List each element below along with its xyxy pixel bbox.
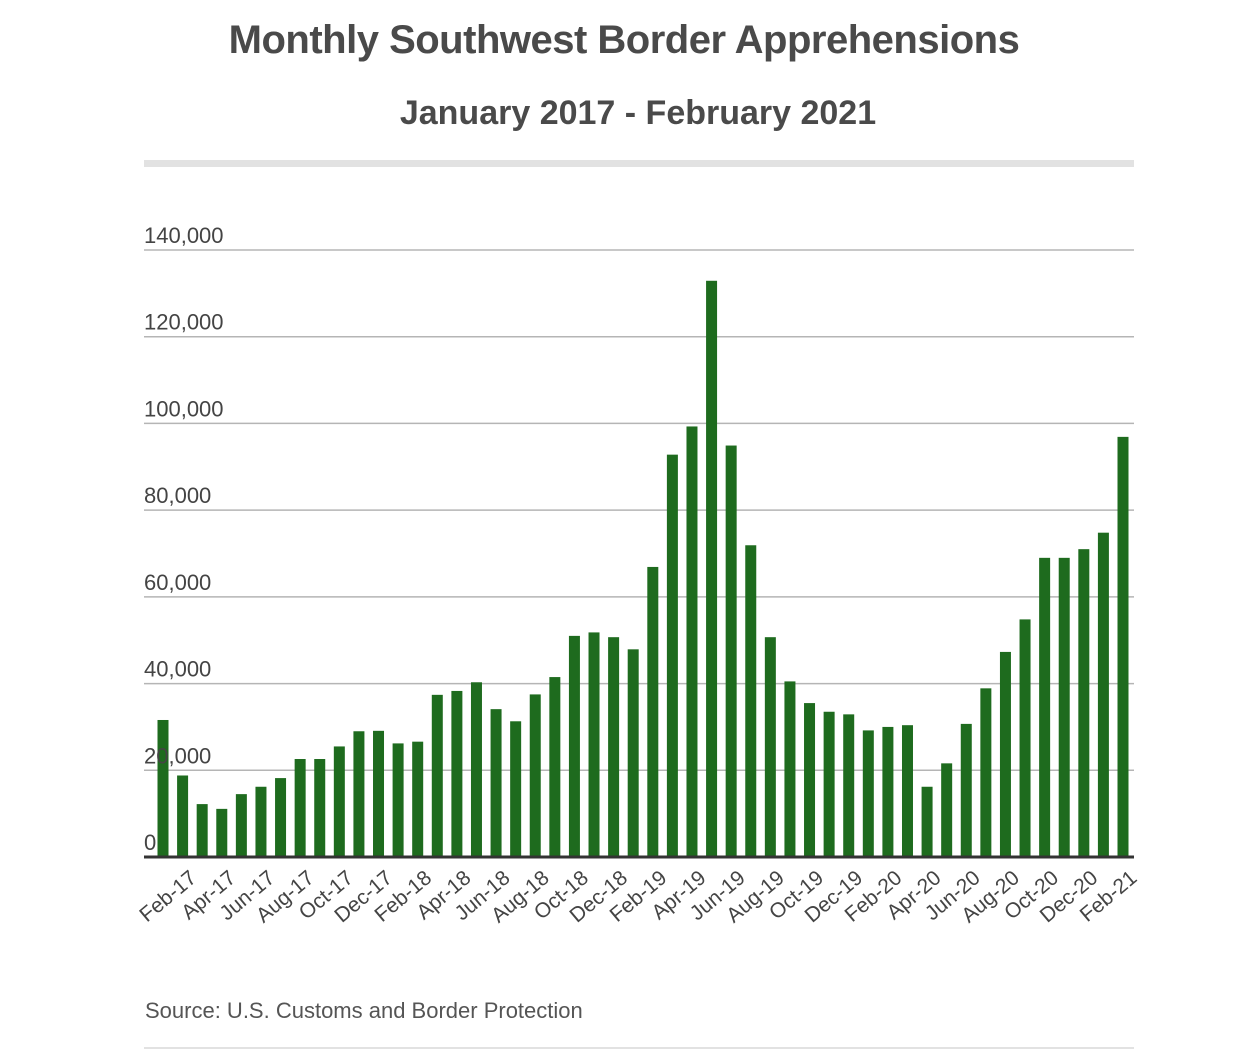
bar-sep-19: Sep-19: 40,500	[784, 681, 796, 857]
bar-jan-19: Jan-19: 47,900	[627, 649, 639, 857]
bar-feb-20: Feb-20: 30,000	[882, 726, 894, 857]
bar-nov-18: Nov-18: 51,800	[588, 632, 600, 857]
bar-jun-19: Jun-19: 94,900	[725, 445, 737, 857]
bar-mar-18: Mar-18: 37,400	[431, 694, 443, 857]
y-tick-label: 40,000	[144, 657, 211, 682]
bar-nov-19: Nov-19: 33,500	[823, 711, 835, 857]
bar-jun-20: Jun-20: 30,700	[960, 723, 972, 857]
bar-oct-17: Oct-17: 25,500	[333, 746, 345, 857]
bar-jan-21: Jan-21: 74,800	[1097, 532, 1109, 857]
bar-apr-20: Apr-20: 16,200	[921, 786, 933, 857]
bar-oct-19: Oct-19: 35,500	[804, 703, 816, 857]
y-tick-label: 80,000	[144, 483, 211, 508]
bar-may-20: May-20: 21,600	[941, 763, 953, 857]
bar-dec-19: Dec-19: 32,900	[843, 714, 855, 857]
bar-jul-17: Jul-17: 18,200	[275, 778, 287, 857]
bar-jul-19: Jul-19: 71,900	[745, 545, 757, 857]
bar-feb-19: Feb-19: 66,900	[647, 566, 659, 857]
bar-jul-20: Jul-20: 38,900	[980, 688, 992, 857]
bar-nov-20: Nov-20: 69,000	[1058, 557, 1070, 857]
bar-apr-19: Apr-19: 99,300	[686, 426, 698, 857]
chart-subtitle: January 2017 - February 2021	[399, 94, 877, 132]
bar-jan-20: Jan-20: 29,200	[862, 730, 874, 857]
bar-aug-20: Aug-20: 47,300	[999, 651, 1011, 857]
bar-jun-18: Jun-18: 34,100	[490, 709, 502, 857]
bars: Jan-17: 31,600 Feb-17: 18,800 Mar-17: 12,2…	[157, 280, 1129, 857]
bar-jan-18: Jan-18: 26,200	[392, 743, 404, 857]
top-divider	[144, 160, 1134, 167]
bar-may-18: May-18: 40,300	[470, 682, 482, 857]
y-tick-label: 120,000	[144, 310, 224, 335]
bar-dec-17: Dec-17: 29,100	[373, 730, 385, 857]
bar-may-19: May-19: 132,900	[706, 280, 718, 857]
bar-jun-17: Jun-17: 16,200	[255, 786, 267, 857]
y-tick-label: 140,000	[144, 223, 224, 248]
bar-aug-18: Aug-18: 37,500	[529, 694, 541, 857]
chart-title: Monthly Southwest Border Apprehensions	[228, 18, 1020, 62]
bar-jan-17: Jan-17: 31,600	[157, 719, 169, 857]
y-tick-label: 0	[144, 830, 156, 855]
bar-oct-18: Oct-18: 51,000	[568, 635, 580, 857]
bar-feb-21: Feb-21: 96,900	[1117, 436, 1129, 857]
bar-feb-18: Feb-18: 26,600	[412, 741, 424, 857]
bar-may-17: May-17: 14,500	[235, 794, 247, 857]
bar-dec-18: Dec-18: 50,700	[608, 637, 620, 857]
y-tick-label: 100,000	[144, 396, 224, 421]
bar-apr-17: Apr-17: 11,100	[216, 808, 228, 857]
gridlines	[144, 249, 1134, 772]
y-tick-label: 20,000	[144, 743, 211, 768]
bar-mar-19: Mar-19: 92,800	[666, 454, 678, 857]
y-tick-label: 60,000	[144, 570, 211, 595]
y-axis-labels: 0 20,000 40,000 60,000 80,000 100,000 120,000 1…	[144, 223, 224, 855]
bar-nov-17: Nov-17: 29,000	[353, 731, 365, 857]
bar-chart: Jan-17: 31,600 Feb-17: 18,800 Mar-17: 12,2…	[135, 223, 1141, 927]
bar-aug-17: Aug-17: 22,600	[294, 759, 306, 857]
source-note: Source: U.S. Customs and Border Protecti…	[145, 998, 583, 1023]
bar-sep-18: Sep-18: 41,500	[549, 677, 561, 857]
bottom-divider	[144, 1047, 1134, 1049]
bar-oct-20: Oct-20: 69,000	[1039, 557, 1051, 857]
bar-sep-20: Sep-20: 54,800	[1019, 619, 1031, 857]
bar-mar-17: Mar-17: 12,200	[196, 804, 208, 857]
x-axis-labels: Feb-17Apr-17Jun-17Aug-17Oct-17Dec-17Feb-…	[135, 866, 1141, 927]
bar-jul-18: Jul-18: 31,300	[510, 721, 522, 857]
bar-dec-20: Dec-20: 71,000	[1078, 549, 1090, 857]
bar-apr-18: Apr-18: 38,300	[451, 690, 463, 857]
bar-aug-19: Aug-19: 50,700	[764, 637, 776, 857]
bar-feb-17: Feb-17: 18,800	[177, 775, 189, 857]
bar-sep-17: Sep-17: 22,600	[314, 759, 326, 857]
bar-mar-20: Mar-20: 30,400	[901, 725, 913, 857]
